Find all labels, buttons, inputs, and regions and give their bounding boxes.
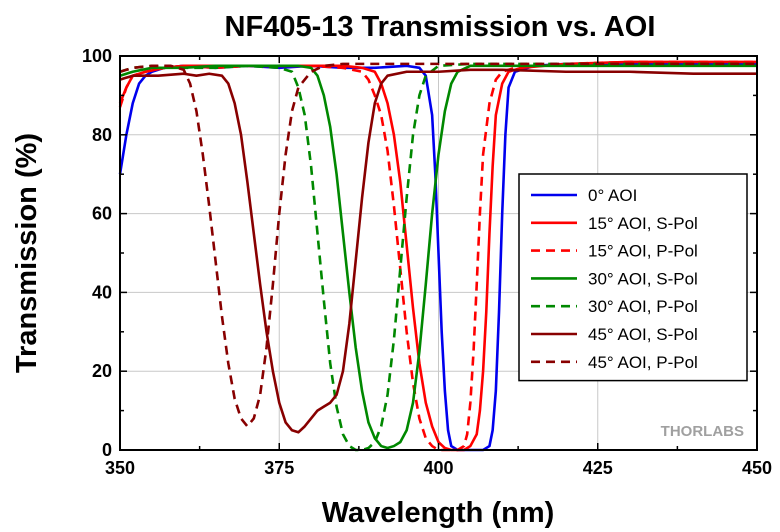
ticks [119, 55, 758, 451]
legend-label: 15° AOI, S-Pol [588, 214, 698, 233]
legend-label: 45° AOI, S-Pol [588, 325, 698, 344]
y-tick-label: 100 [82, 46, 112, 66]
x-tick-label: 425 [583, 458, 613, 478]
series-line-7 [119, 62, 757, 428]
x-tick-label: 450 [742, 458, 772, 478]
legend-label: 15° AOI, P-Pol [588, 242, 698, 261]
legend-label: 0° AOI [588, 186, 637, 205]
series-group [118, 60, 757, 452]
x-tick-label: 400 [423, 458, 453, 478]
legend-label: 30° AOI, S-Pol [588, 269, 698, 288]
tick-labels: 350 375 400 425 450 0 20 40 60 80 100 [82, 46, 772, 478]
y-tick-label: 20 [92, 361, 112, 381]
y-tick-label: 80 [92, 125, 112, 145]
legend: 0° AOI 15° AOI, S-Pol 15° AOI, P-Pol 30° AO… [518, 173, 748, 382]
series-line-4 [119, 64, 757, 450]
legend-label: 30° AOI, P-Pol [588, 297, 698, 316]
y-axis-title: Transmission (%) [11, 133, 43, 373]
legend-label: 45° AOI, P-Pol [588, 353, 698, 372]
x-axis-title: Wavelength (nm) [322, 497, 555, 529]
series-line-5 [119, 62, 757, 452]
x-tick-label: 350 [105, 458, 135, 478]
y-tick-label: 40 [92, 282, 112, 302]
chart-title: NF405-13 Transmission vs. AOI [225, 11, 656, 43]
grid [120, 56, 757, 450]
x-tick-label: 375 [264, 458, 294, 478]
thorlabs-watermark: THORLABS [661, 423, 744, 440]
y-tick-label: 0 [102, 440, 112, 460]
series-line-6 [119, 68, 757, 434]
y-tick-label: 60 [92, 204, 112, 224]
